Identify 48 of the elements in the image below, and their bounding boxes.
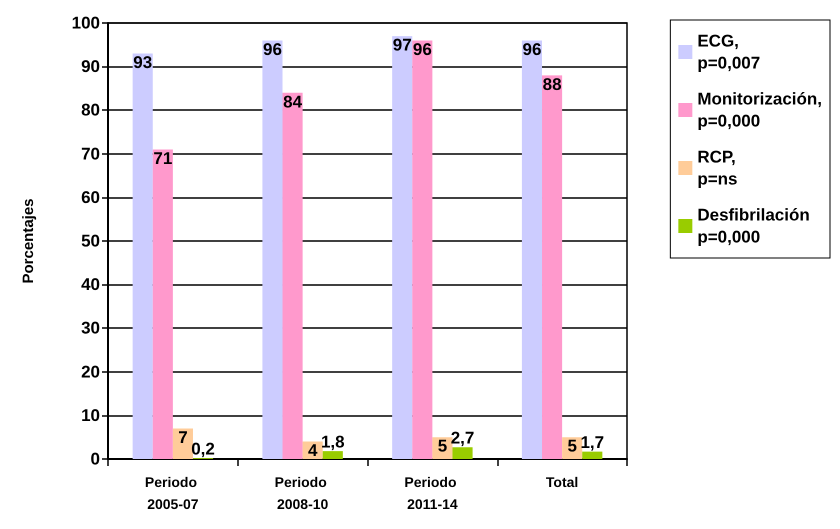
x-tick-label: Periodo 2011-14 bbox=[404, 474, 460, 512]
data-label: 7 bbox=[178, 428, 188, 447]
data-label: 88 bbox=[542, 74, 562, 94]
bar bbox=[542, 75, 562, 459]
data-label: 84 bbox=[283, 92, 303, 112]
y-tick-label: 50 bbox=[81, 232, 100, 250]
data-label: 5 bbox=[567, 436, 577, 456]
x-tick-label: Periodo 2005-07 bbox=[144, 474, 201, 512]
y-tick-label: 60 bbox=[81, 188, 100, 207]
legend-label: RCP, p=ns bbox=[697, 148, 738, 188]
bar bbox=[322, 451, 343, 459]
data-label: 96 bbox=[522, 40, 542, 59]
data-label: 71 bbox=[153, 148, 172, 168]
x-tick-label: Total bbox=[546, 474, 578, 490]
bar bbox=[152, 149, 173, 459]
data-label: 93 bbox=[133, 53, 152, 72]
bar bbox=[522, 40, 542, 459]
data-label: 1,7 bbox=[580, 433, 604, 452]
y-tick-label: 90 bbox=[81, 57, 100, 76]
bar bbox=[282, 92, 303, 459]
y-tick-label: 10 bbox=[81, 406, 100, 425]
y-tick-label: 80 bbox=[81, 100, 100, 120]
bar bbox=[132, 54, 153, 459]
bar bbox=[412, 40, 432, 459]
data-label: 5 bbox=[438, 436, 448, 456]
bar bbox=[392, 36, 412, 459]
bar bbox=[452, 447, 473, 459]
data-label: 2,7 bbox=[450, 428, 474, 448]
y-tick-label: 40 bbox=[81, 275, 100, 294]
y-tick-label: 100 bbox=[72, 14, 100, 32]
bar bbox=[582, 452, 602, 459]
legend-label: Monitorización, p=0,000 bbox=[697, 90, 822, 130]
data-label: 97 bbox=[392, 36, 412, 55]
legend-label: Desfibrilación p=0,000 bbox=[697, 206, 810, 246]
legend-label: ECG, p=0,007 bbox=[697, 32, 760, 72]
data-label: 0,2 bbox=[191, 440, 215, 459]
data-label: 1,8 bbox=[320, 432, 345, 452]
y-axis-title: Porcentajes bbox=[20, 198, 37, 284]
data-label: 96 bbox=[262, 40, 282, 59]
x-tick-label: Periodo 2008-10 bbox=[274, 474, 331, 512]
y-tick-label: 20 bbox=[81, 362, 100, 382]
y-tick-label: 0 bbox=[90, 450, 100, 468]
bar bbox=[172, 428, 193, 459]
bar bbox=[262, 40, 283, 459]
data-label: 4 bbox=[308, 441, 318, 460]
y-tick-label: 70 bbox=[81, 144, 100, 164]
y-tick-label: 30 bbox=[81, 318, 100, 338]
data-label: 96 bbox=[412, 40, 432, 59]
